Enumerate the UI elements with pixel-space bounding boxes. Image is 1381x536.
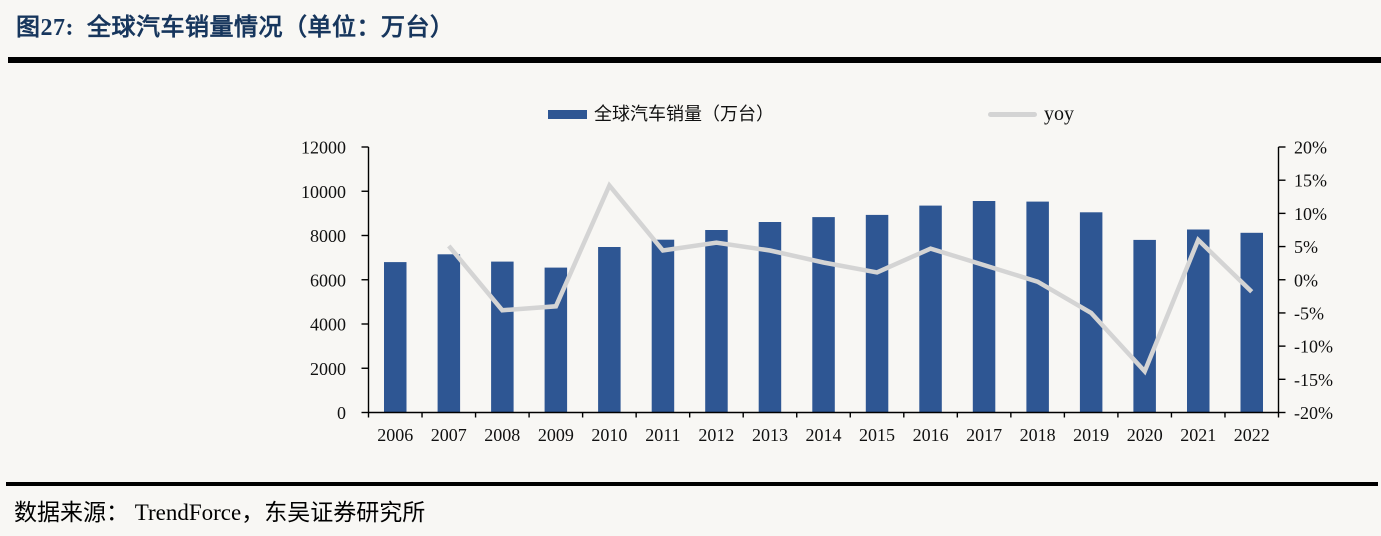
bar-2021 (1187, 229, 1210, 413)
bar-2010 (598, 247, 621, 413)
bar-2020 (1133, 239, 1156, 413)
left-axis-tick-label: 6000 (310, 270, 346, 290)
x-axis-year-label: 2006 (377, 425, 413, 445)
figure-title: 图27: 全球汽车销量情况（单位：万台） (16, 15, 455, 41)
right-axis-tick-label: -20% (1294, 403, 1333, 423)
data-source: 数据来源： TrendForce，东吴证券研究所 (14, 500, 426, 525)
x-axis-year-label: 2007 (431, 425, 467, 445)
x-axis-year-label: 2008 (484, 425, 520, 445)
legend-line-swatch (988, 111, 1037, 117)
left-axis-tick-label: 10000 (301, 182, 346, 202)
legend-item-yoy: yoy (988, 102, 1074, 126)
x-axis-year-label: 2017 (966, 425, 1002, 445)
legend-label-yoy: yoy (1044, 103, 1074, 125)
x-axis-year-label: 2018 (1020, 425, 1056, 445)
title-divider (8, 57, 1381, 63)
legend-item-sales: 全球汽车销量（万台） (548, 102, 774, 126)
bar-2012 (705, 230, 728, 413)
bar-2015 (865, 214, 889, 413)
right-axis-tick-label: -5% (1294, 303, 1324, 323)
bar-2011 (651, 239, 675, 413)
right-axis-tick-label: 15% (1294, 171, 1327, 191)
bar-2018 (1026, 201, 1049, 413)
bar-2009 (544, 267, 568, 413)
left-axis-tick-label: 8000 (310, 226, 346, 246)
x-axis-year-label: 2014 (806, 425, 842, 445)
x-axis-year-label: 2010 (591, 425, 627, 445)
right-axis-tick-label: 0% (1294, 270, 1318, 290)
right-axis-tick-label: 5% (1294, 237, 1318, 257)
bar-2013 (758, 222, 782, 413)
bar-2007 (437, 254, 461, 413)
x-axis-year-label: 2022 (1234, 425, 1270, 445)
x-axis-year-label: 2009 (538, 425, 574, 445)
x-axis-year-label: 2016 (913, 425, 949, 445)
left-axis-tick-label: 0 (337, 403, 346, 423)
left-axis-tick-label: 2000 (310, 359, 346, 379)
right-axis-tick-label: 20% (1294, 138, 1327, 158)
x-axis-year-label: 2015 (859, 425, 895, 445)
x-axis-year-label: 2019 (1073, 425, 1109, 445)
bar-2016 (919, 205, 942, 413)
x-axis-year-label: 2021 (1180, 425, 1216, 445)
x-axis-year-label: 2013 (752, 425, 788, 445)
left-axis-tick-label: 12000 (301, 138, 346, 158)
yoy-line (447, 181, 1254, 376)
footer-divider (6, 482, 1378, 486)
bar-2006 (384, 262, 407, 413)
right-axis-tick-label: -10% (1294, 337, 1333, 357)
bar-2022 (1240, 232, 1263, 413)
legend-bar-swatch (548, 109, 587, 119)
x-axis-year-label: 2020 (1127, 425, 1163, 445)
bar-2008 (491, 261, 514, 413)
legend-label-sales: 全球汽车销量（万台） (594, 104, 774, 124)
x-axis-year-label: 2011 (645, 425, 680, 445)
x-axis-year-label: 2012 (698, 425, 734, 445)
right-axis-tick-label: 10% (1294, 204, 1327, 224)
bar-2014 (812, 217, 835, 413)
right-axis-tick-label: -15% (1294, 370, 1333, 390)
left-axis-tick-label: 4000 (310, 315, 346, 335)
bar-2017 (972, 201, 996, 413)
